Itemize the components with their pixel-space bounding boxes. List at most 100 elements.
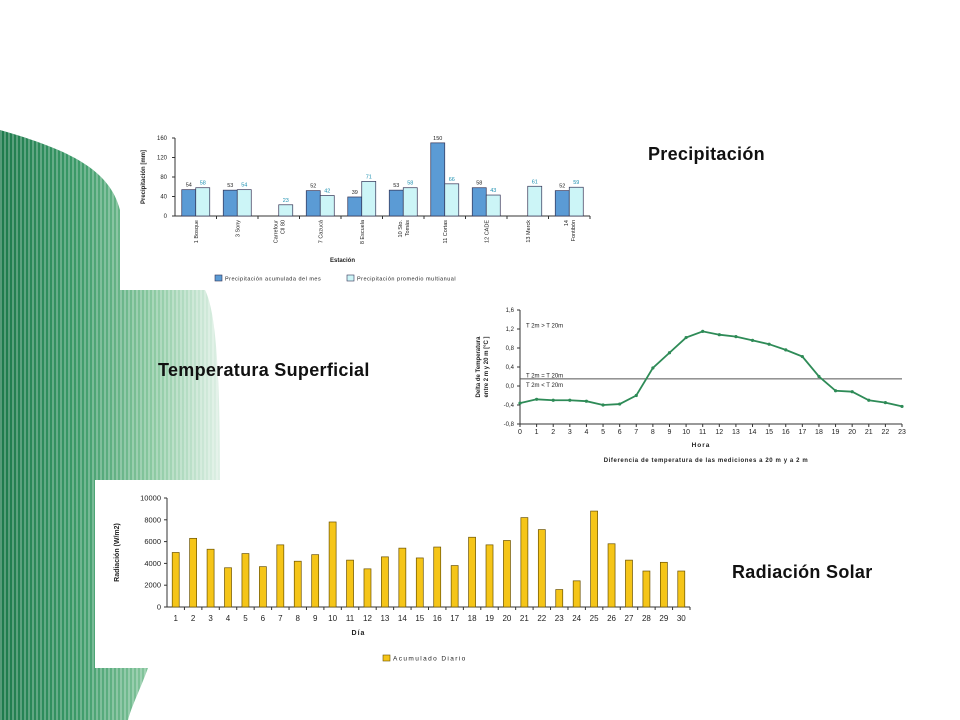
bar-multiannual — [361, 181, 377, 217]
x-tick-label: 26 — [607, 614, 616, 623]
data-label: 23 — [283, 198, 289, 204]
bar-multiannual — [444, 183, 460, 217]
data-point — [634, 393, 638, 398]
x-tick-label: 17 — [450, 614, 459, 623]
bar — [293, 560, 302, 608]
x-tick-label: 18 — [815, 429, 823, 436]
bar — [381, 556, 389, 608]
x-axis-label: Estación — [330, 258, 355, 264]
bar — [572, 580, 581, 608]
bar — [241, 553, 250, 608]
x-tick-label: 1 — [535, 429, 539, 436]
category-label: 7 Cazucá — [318, 219, 324, 243]
x-tick-label: 6 — [618, 429, 622, 436]
category-label-line: 10 Sto. — [398, 220, 404, 238]
x-tick-label: 7 — [634, 429, 638, 436]
category-label: 13 Merck — [526, 220, 532, 243]
bar — [590, 510, 598, 608]
x-tick-label: 21 — [520, 614, 529, 623]
data-point — [551, 398, 555, 402]
y-tick-label: 80 — [160, 175, 167, 181]
x-tick-label: 18 — [468, 614, 477, 623]
bar — [642, 570, 651, 608]
bar — [276, 544, 285, 608]
temperature-chart: 1,61,20,80,40,0-0,4-0,80 1 2 3 4 5 6 7 8 9 10 11 12 1… — [476, 308, 906, 464]
legend-swatch — [346, 274, 355, 282]
data-point — [701, 329, 705, 333]
category-label-line: 14 — [564, 220, 570, 226]
x-tick-label: 15 — [415, 614, 424, 623]
annotation: T 2m > T 20m — [526, 324, 563, 330]
category-label: 1 Bosque — [194, 220, 200, 243]
data-label: 71 — [366, 174, 372, 180]
bar-multiannual — [568, 186, 584, 217]
data-label: 61 — [532, 179, 538, 185]
category-label-line: 8 Escuela — [360, 219, 366, 244]
x-tick-label: 14 — [749, 429, 757, 436]
bar — [259, 566, 267, 608]
data-point — [900, 404, 904, 409]
x-tick-label: 8 — [296, 614, 301, 623]
precipitation-title: Precipitación — [648, 144, 765, 164]
x-tick-label: 9 — [668, 429, 672, 436]
data-point — [784, 348, 788, 352]
data-label: 66 — [449, 177, 455, 183]
y-tick-label: 1,6 — [506, 308, 515, 314]
x-tick-label: 30 — [677, 614, 686, 623]
y-axis-label: Precipitación [mm] — [141, 150, 147, 204]
series-line — [519, 330, 903, 408]
data-point — [833, 389, 838, 393]
data-point — [601, 403, 605, 407]
x-tick-label: 19 — [832, 429, 840, 436]
x-tick-label: 3 — [568, 429, 572, 436]
x-tick-label: 2 — [551, 429, 555, 436]
bar-multiannual — [319, 195, 335, 217]
bar — [398, 547, 407, 608]
bar-multiannual — [236, 189, 252, 217]
bar — [328, 521, 337, 608]
data-label: 59 — [573, 180, 579, 186]
data-point — [867, 398, 871, 402]
x-tick-label: 12 — [363, 614, 372, 623]
data-label: 53 — [393, 183, 399, 189]
x-tick-label: 10 — [328, 614, 337, 623]
data-point — [535, 397, 539, 401]
data-label: 43 — [490, 188, 496, 194]
data-point — [667, 351, 672, 355]
y-tick-label: -0,4 — [504, 403, 515, 409]
x-axis-label: Hora — [692, 442, 711, 449]
bar — [555, 589, 564, 608]
category-label: 14 Fontibón — [564, 220, 577, 241]
x-tick-label: 13 — [380, 614, 389, 623]
y-tick-label: 2000 — [144, 581, 161, 590]
x-tick-label: 2 — [191, 614, 196, 623]
y-tick-label: 8000 — [144, 515, 161, 524]
bar-monthly — [471, 187, 487, 217]
y-axis-label-line: entre 2 m y 20 m [°C ] — [484, 336, 490, 397]
data-point — [584, 399, 589, 403]
x-tick-label: 5 — [601, 429, 605, 436]
y-tick-label: 0,0 — [506, 384, 515, 390]
x-tick-label: 28 — [642, 614, 651, 623]
x-tick-label: 16 — [782, 429, 790, 436]
bar — [450, 565, 459, 608]
x-tick-label: 22 — [881, 429, 889, 436]
bar-monthly — [388, 189, 404, 217]
y-tick-label: 0 — [164, 214, 168, 220]
x-tick-label: 27 — [625, 614, 634, 623]
bar-multiannual — [485, 194, 501, 217]
x-tick-label: 24 — [572, 614, 581, 623]
y-tick-label: 6000 — [144, 537, 161, 546]
x-tick-label: 9 — [313, 614, 318, 623]
x-tick-label: 10 — [682, 429, 690, 436]
x-tick-label: 8 — [651, 429, 655, 436]
data-point — [684, 335, 688, 340]
data-point — [568, 398, 572, 402]
bar — [659, 561, 668, 608]
category-label-line: Cll 80 — [280, 220, 286, 234]
category-label-line: 11 Cortas — [443, 220, 449, 244]
bar — [171, 552, 180, 608]
category-label-line: 3 Sony — [235, 220, 241, 237]
category-label-line: 7 Cazucá — [318, 219, 324, 243]
